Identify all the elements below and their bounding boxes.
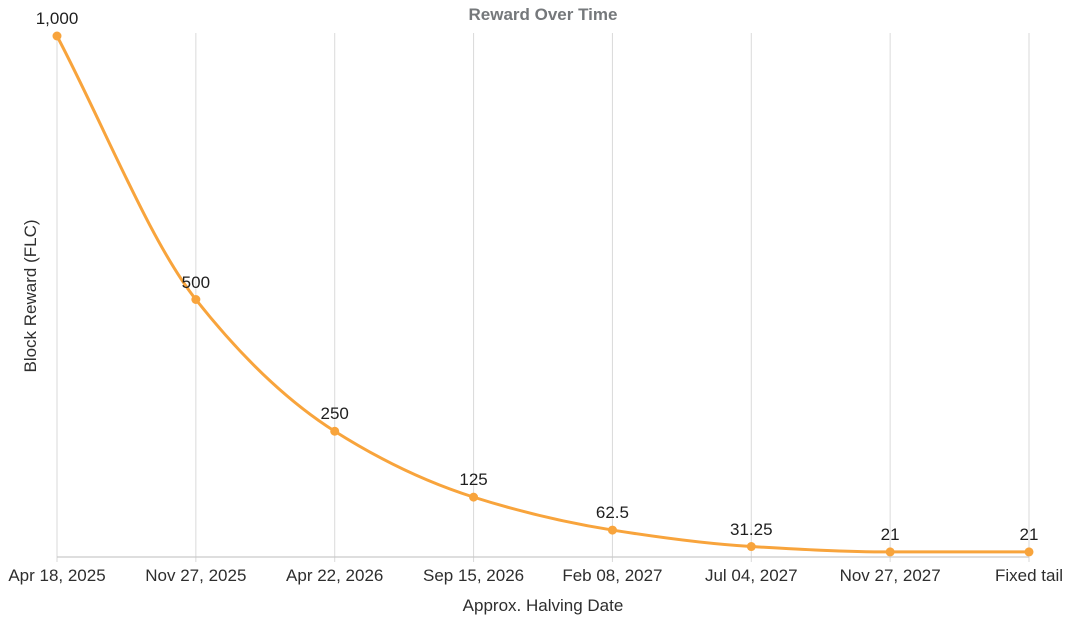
data-point-label: 250 (320, 404, 349, 424)
x-tick-label: Apr 22, 2026 (286, 566, 384, 585)
data-point-label: 500 (181, 272, 211, 292)
data-point-marker[interactable] (330, 426, 340, 436)
data-point-marker[interactable] (191, 295, 201, 304)
data-point-label: 21 (1019, 524, 1039, 544)
y-axis-title: Block Reward (FLC) (21, 219, 40, 373)
x-tick-label: Jul 04, 2027 (704, 566, 798, 585)
data-point-marker[interactable] (746, 542, 756, 552)
reward-line-series (55, 34, 1031, 554)
data-point-marker[interactable] (469, 492, 479, 502)
data-point-marker[interactable] (607, 525, 617, 535)
data-point-label: 125 (459, 470, 488, 490)
data-point-label: 62.5 (595, 503, 629, 523)
x-tick-label: Apr 18, 2025 (8, 566, 106, 585)
x-tick-label: Fixed tail (994, 566, 1064, 585)
data-point-marker[interactable] (52, 31, 62, 41)
x-tick-label: Nov 27, 2027 (839, 566, 941, 585)
data-point-marker[interactable] (1024, 547, 1034, 557)
data-point-marker[interactable] (885, 547, 895, 557)
x-axis-title: Approx. Halving Date (462, 596, 624, 615)
x-tick-label: Sep 15, 2026 (422, 566, 525, 585)
data-point-label: 21 (880, 524, 900, 544)
x-tick-label: Feb 08, 2027 (562, 566, 663, 585)
x-tick-label: Nov 27, 2025 (145, 566, 247, 585)
chart-title: Reward Over Time (468, 5, 618, 24)
data-point-label: 31.25 (730, 519, 773, 539)
data-point-label: 1,000 (35, 9, 79, 28)
